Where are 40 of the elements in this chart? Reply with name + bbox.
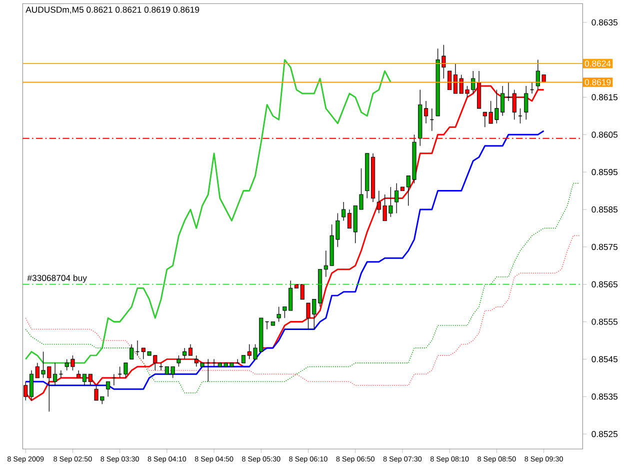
candlestick [176,355,181,368]
candlestick [524,86,528,120]
candlestick [82,374,87,386]
y-tick-label: 0.8525 [592,430,618,438]
chart-title: AUDUSDm,M5 0.8621 0.8621 0.8619 0.8619 [26,6,200,14]
candlestick [324,250,328,278]
candlestick [471,70,476,94]
candlestick [206,358,210,382]
candlestick [394,182,399,214]
y-tick-label: 0.8635 [592,19,618,26]
y-tick-label: 0.8595 [592,169,618,176]
candlestick [453,63,458,94]
candlestick [347,209,352,229]
y-tick-label: 0.8605 [592,132,618,138]
candlestick [276,306,281,322]
ref-line-label: #33068704 buy [27,274,87,283]
candlestick [512,89,516,120]
candlestick [518,108,522,124]
candlestick [124,362,128,378]
y-tick-label: 0.8575 [592,244,618,250]
y-tick-label: 0.8615 [592,94,618,100]
candlestick [424,100,428,124]
y-tick-label: 0.8565 [592,281,618,288]
candlestick [182,348,187,360]
candlestick [342,202,346,222]
candlestick [448,70,452,90]
candlestick [300,284,304,300]
candlestick [106,381,110,397]
candlestick [188,344,193,356]
candlestick [130,344,134,360]
candlestick [212,358,216,368]
y-tick-label: 0.8585 [592,206,618,213]
candlestick [88,374,92,386]
y-tick-label: 0.8535 [592,394,618,400]
candlestick [29,370,34,401]
candlestick [112,374,116,386]
y-tick-label: 0.8545 [592,356,618,362]
y-tick-label: 0.8555 [592,318,618,325]
ref-line-label: 0.8624 [584,60,611,67]
ref-line-label: 0.8619 [584,79,611,86]
